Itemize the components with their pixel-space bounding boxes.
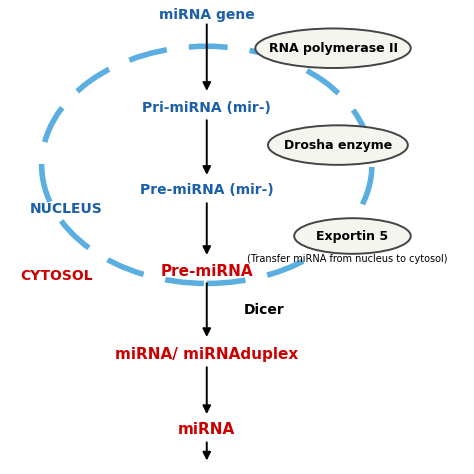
Text: miRNA gene: miRNA gene bbox=[159, 8, 255, 22]
Text: Pri-miRNA (mir-): Pri-miRNA (mir-) bbox=[142, 100, 271, 115]
Text: miRNA: miRNA bbox=[178, 422, 236, 437]
Text: NUCLEUS: NUCLEUS bbox=[30, 202, 103, 216]
Text: Pre-miRNA (mir-): Pre-miRNA (mir-) bbox=[140, 182, 273, 197]
Text: Dicer: Dicer bbox=[244, 303, 284, 317]
Ellipse shape bbox=[255, 28, 411, 68]
Text: (Transfer miRNA from nucleus to cytosol): (Transfer miRNA from nucleus to cytosol) bbox=[247, 254, 448, 264]
Text: Pre-miRNA: Pre-miRNA bbox=[160, 264, 253, 279]
Text: CYTOSOL: CYTOSOL bbox=[20, 269, 93, 283]
Ellipse shape bbox=[294, 218, 411, 254]
Text: miRNA/ miRNAduplex: miRNA/ miRNAduplex bbox=[115, 347, 299, 362]
Text: Drosha enzyme: Drosha enzyme bbox=[284, 138, 392, 152]
Text: Exportin 5: Exportin 5 bbox=[317, 229, 389, 243]
Ellipse shape bbox=[268, 125, 408, 165]
Text: RNA polymerase II: RNA polymerase II bbox=[269, 42, 398, 55]
